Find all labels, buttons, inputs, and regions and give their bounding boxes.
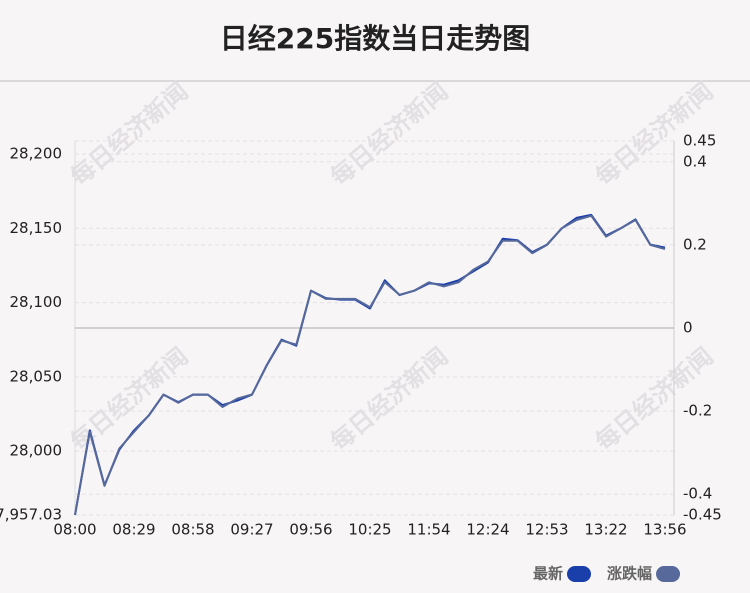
y2-tick-label: -0.4 bbox=[683, 485, 712, 503]
y-tick-label: 28,150 bbox=[10, 219, 63, 237]
series-line bbox=[74, 214, 666, 516]
legend-label: 涨跌幅 bbox=[607, 565, 652, 583]
legend-swatch bbox=[656, 566, 681, 582]
y-tick-label: 28,100 bbox=[10, 293, 63, 311]
x-tick-label: 12:24 bbox=[466, 521, 509, 539]
x-tick-label: 09:56 bbox=[289, 521, 332, 539]
x-tick-label: 08:00 bbox=[53, 521, 96, 539]
y2-tick-label: 0.2 bbox=[683, 235, 707, 253]
y-tick-label: 28,050 bbox=[10, 367, 63, 385]
y2-tick-label: 0.45 bbox=[683, 132, 716, 150]
x-tick-label: 08:58 bbox=[171, 521, 214, 539]
y2-tick-label: 0.4 bbox=[683, 152, 707, 170]
y-tick-label: 27,957.03 bbox=[0, 506, 62, 524]
x-tick-label: 09:27 bbox=[230, 521, 273, 539]
watermark: 每日经济新闻 bbox=[65, 77, 193, 191]
x-tick-label: 10:25 bbox=[348, 521, 391, 539]
legend-swatch bbox=[567, 566, 592, 582]
x-tick-label: 08:29 bbox=[112, 521, 155, 539]
x-tick-label: 11:54 bbox=[407, 521, 450, 539]
watermark: 每日经济新闻 bbox=[325, 342, 453, 456]
chart-title: 日经225指数当日走势图 bbox=[220, 22, 530, 55]
x-tick-label: 13:56 bbox=[643, 521, 686, 539]
y-tick-label: 28,200 bbox=[10, 145, 63, 163]
y-tick-label: 28,000 bbox=[10, 442, 63, 460]
y2-tick-label: -0.45 bbox=[683, 506, 722, 524]
watermark: 每日经济新闻 bbox=[325, 77, 453, 191]
watermark: 每日经济新闻 bbox=[590, 342, 718, 456]
y2-tick-label: -0.2 bbox=[683, 402, 712, 420]
x-tick-label: 13:22 bbox=[584, 521, 627, 539]
x-tick-label: 12:53 bbox=[525, 521, 568, 539]
y2-tick-label: 0 bbox=[683, 319, 693, 337]
legend-label: 最新 bbox=[533, 565, 563, 583]
